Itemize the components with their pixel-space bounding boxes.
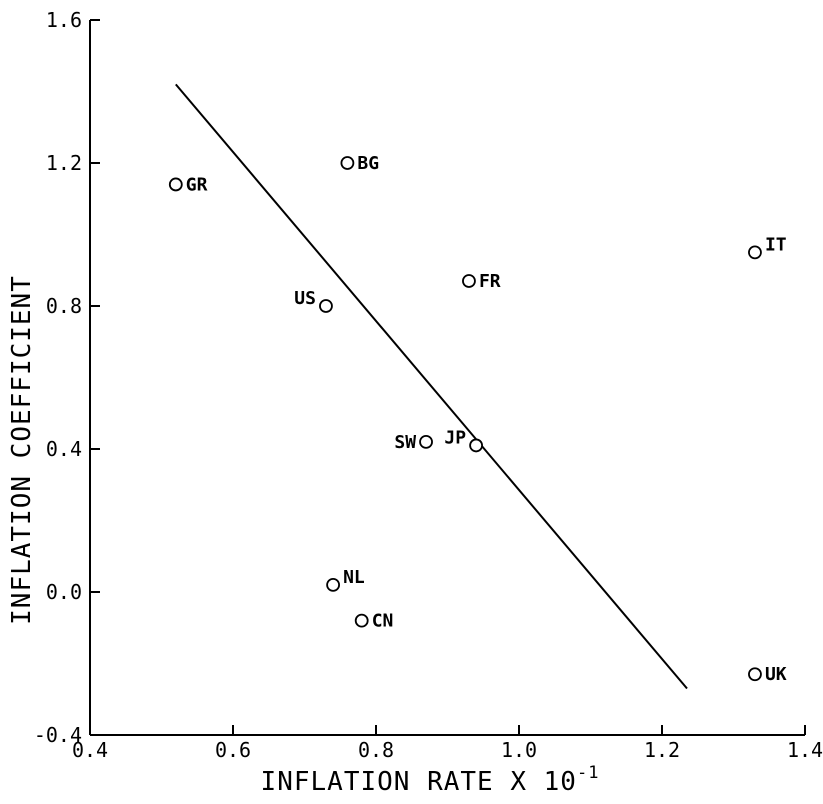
point-label: JP — [444, 427, 466, 448]
y-tick-label: 1.2 — [46, 151, 82, 175]
axes: 0.4 0.6 0.8 1.0 1.2 1.4 -0.4 0.0 0.4 0.8 1.2 1.6 — [34, 8, 823, 762]
data-point-gr: GR — [168, 174, 208, 195]
data-points: GR BG IT FR US SW JP NL CN UK — [168, 153, 787, 685]
point-marker — [340, 156, 355, 170]
data-point-nl: NL — [326, 567, 365, 592]
y-tick-label: 0.4 — [46, 437, 82, 461]
data-point-sw: SW — [394, 432, 433, 453]
point-label: US — [294, 288, 316, 309]
regression-line — [175, 83, 688, 690]
point-label: CN — [372, 611, 394, 632]
x-tick-label: 0.8 — [358, 738, 394, 762]
point-label: GR — [186, 174, 208, 195]
y-axis-title: INFLATION COEFFICIENT — [7, 275, 37, 625]
data-point-jp: JP — [444, 427, 484, 453]
point-label: NL — [343, 567, 365, 588]
y-tick-label: 1.6 — [46, 8, 82, 32]
point-marker — [748, 667, 762, 682]
point-marker — [748, 245, 762, 260]
point-marker — [319, 299, 333, 313]
point-marker — [419, 434, 433, 449]
y-tick-label: -0.4 — [34, 723, 82, 747]
point-label: FR — [479, 271, 501, 292]
data-point-it: IT — [748, 234, 787, 260]
y-tick-label: 0.8 — [46, 294, 82, 318]
x-axis-title: INFLATION RATE X 10-1 — [261, 763, 600, 797]
data-point-bg: BG — [340, 153, 379, 174]
data-point-uk: UK — [748, 664, 787, 685]
point-label: SW — [394, 432, 416, 453]
point-marker — [354, 613, 369, 628]
point-marker — [168, 177, 183, 192]
point-label: BG — [357, 153, 379, 174]
point-marker — [462, 274, 476, 288]
x-tick-label: 1.2 — [644, 738, 680, 762]
fit-line-group — [175, 83, 688, 690]
x-tick-label: 0.4 — [72, 738, 108, 762]
point-label: UK — [765, 664, 787, 685]
x-tick-label: 1.4 — [787, 738, 823, 762]
x-tick-label: 1.0 — [501, 738, 537, 762]
data-point-us: US — [294, 288, 333, 313]
data-point-cn: CN — [354, 611, 394, 632]
point-label: IT — [765, 234, 787, 255]
point-marker — [469, 438, 484, 453]
point-marker — [326, 577, 341, 592]
y-tick-label: 0.0 — [46, 580, 82, 604]
data-point-fr: FR — [462, 271, 501, 292]
x-tick-label: 0.6 — [215, 738, 251, 762]
